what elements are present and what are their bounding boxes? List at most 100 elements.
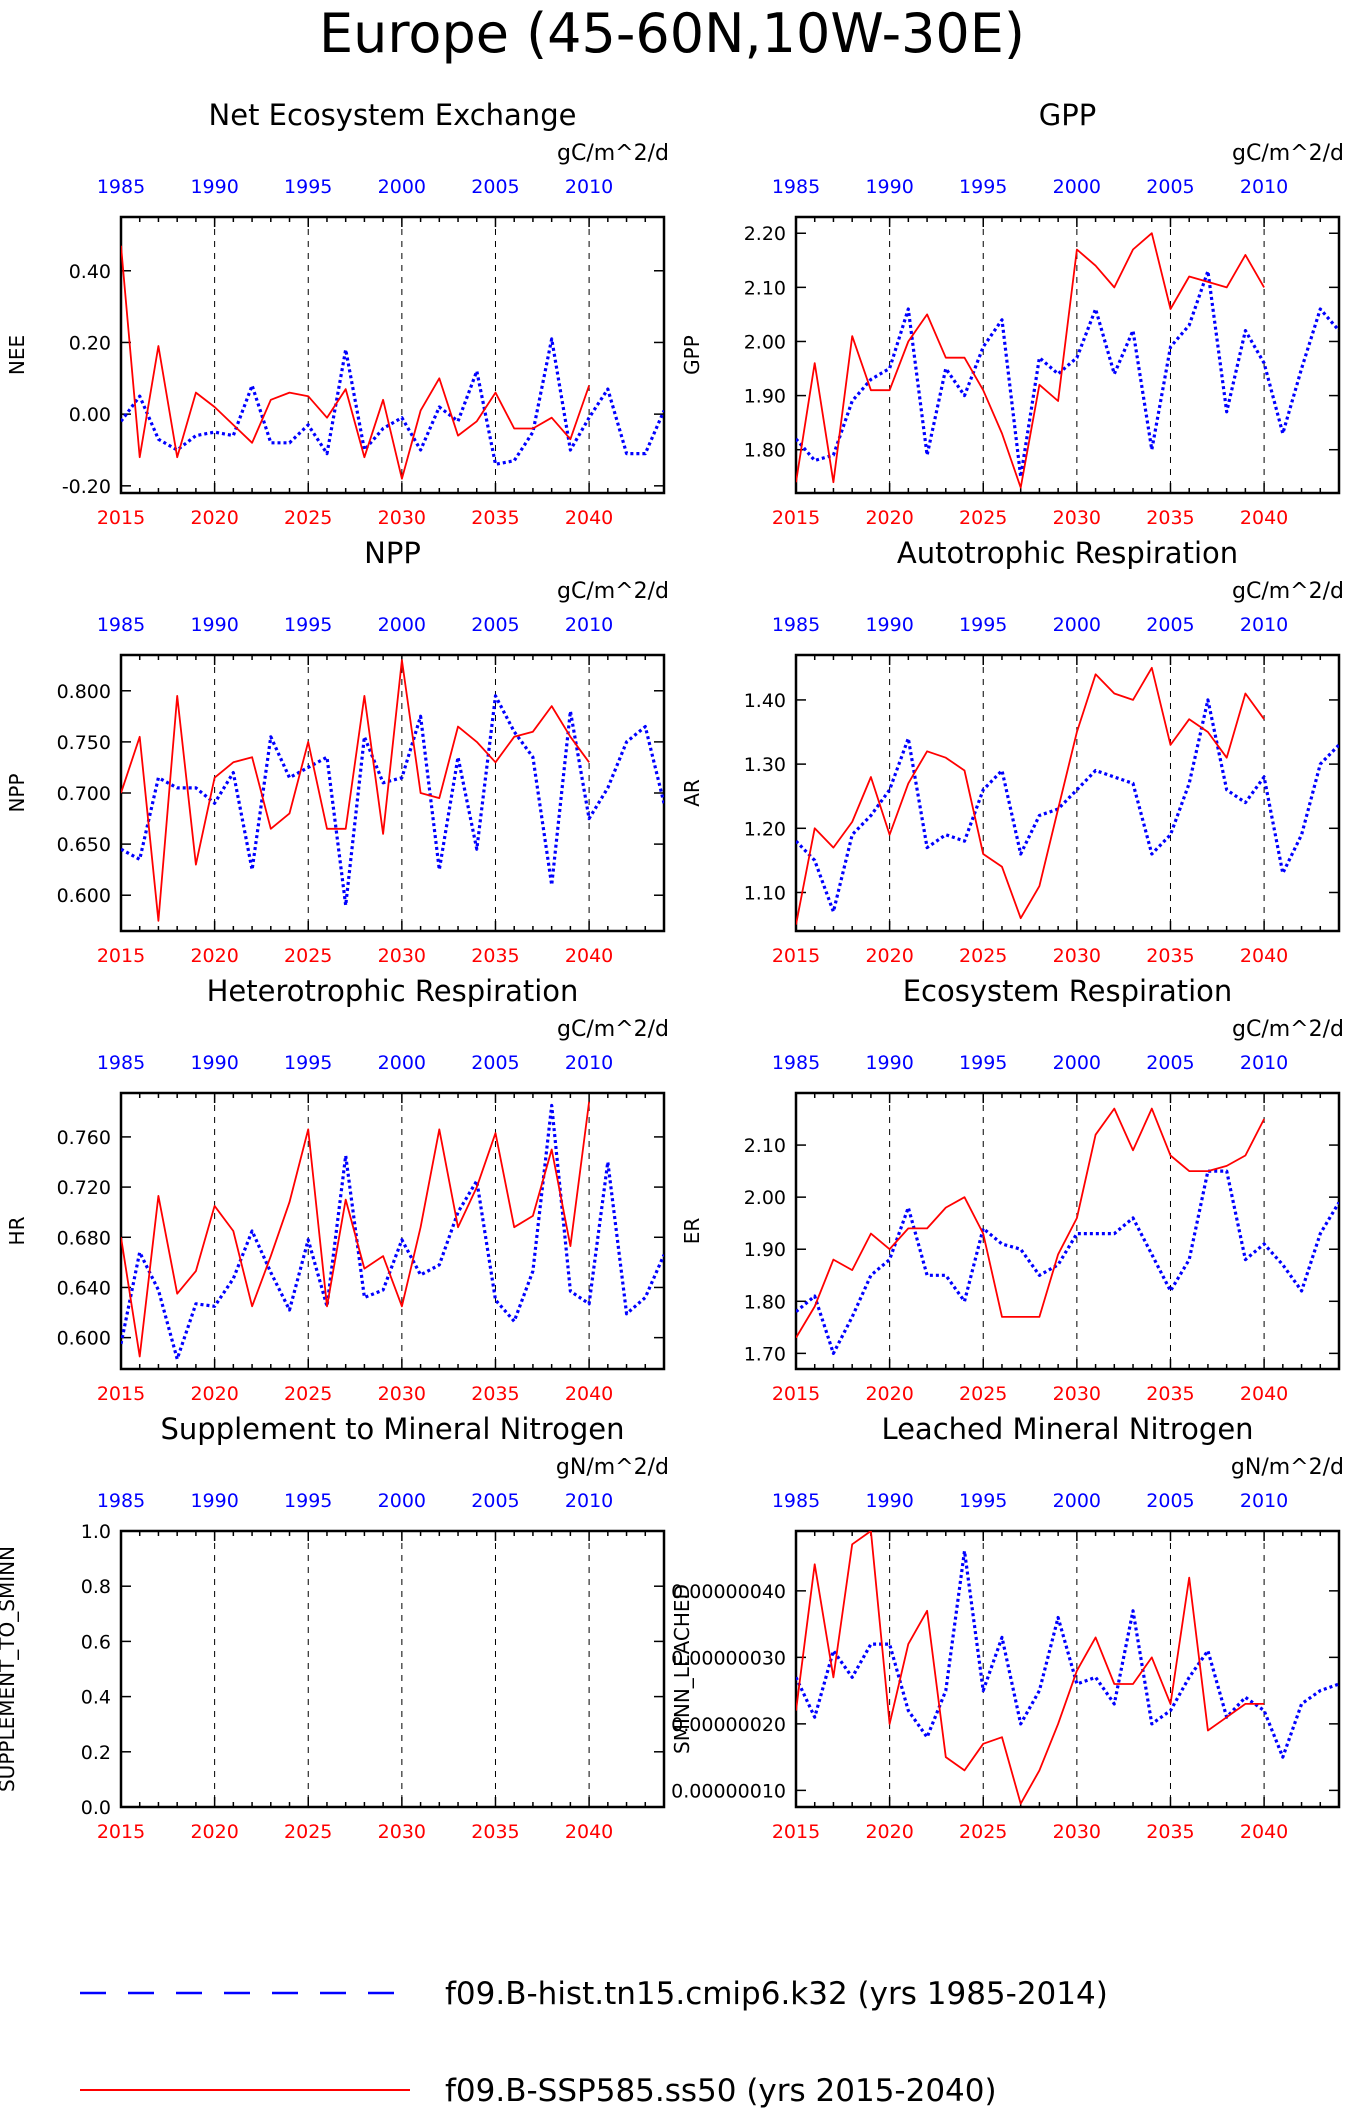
y-tick-label: 0.0: [81, 1797, 111, 1819]
series-hist-line: [121, 694, 664, 908]
x-tick-label-bottom: 2040: [565, 1383, 613, 1405]
y-tick-label: 0.650: [57, 834, 111, 856]
x-tick-label-bottom: 2015: [772, 1383, 820, 1405]
legend-hist-label: f09.B-hist.tn15.cmip6.k32 (yrs 1985-2014…: [445, 1976, 1108, 2012]
panel-title: GPP: [1039, 98, 1096, 132]
x-tick-label-bottom: 2025: [959, 1383, 1007, 1405]
y-tick-label: 0.700: [57, 783, 111, 805]
series-hist-line: [796, 698, 1339, 914]
series-ssp-line: [796, 232, 1265, 489]
x-tick-label-top: 1990: [190, 176, 238, 198]
x-tick-label-bottom: 2040: [565, 945, 613, 967]
x-tick-label-top: 1985: [772, 1052, 820, 1074]
y-tick-label: 1.40: [744, 690, 786, 712]
y-tick-label: 1.90: [744, 1239, 786, 1261]
x-tick-label-top: 1985: [97, 614, 145, 636]
y-axis-label: ER: [680, 1218, 704, 1245]
plot-frame: [119, 1529, 666, 1809]
y-axis-label: GPP: [680, 335, 704, 375]
units-label: gN/m^2/d: [556, 1455, 669, 1480]
plot-frame: [119, 1091, 666, 1371]
x-tick-label-top: 2010: [565, 176, 613, 198]
x-tick-label-top: 1985: [97, 1490, 145, 1512]
x-tick-label-top: 2010: [1240, 176, 1288, 198]
y-tick-label: 2.00: [744, 331, 786, 353]
y-axis-label: SUPPLEMENT_TO_SMINN: [0, 1546, 19, 1792]
x-tick-label-top: 2005: [471, 176, 519, 198]
x-tick-label-top: 1990: [865, 614, 913, 636]
x-tick-label-bottom: 2025: [284, 1383, 332, 1405]
series-ssp-line: [121, 1101, 590, 1358]
plot-frame: [794, 1529, 1341, 1809]
units-label: gC/m^2/d: [1232, 1017, 1344, 1042]
x-tick-label-bottom: 2020: [190, 1383, 238, 1405]
y-tick-label: 1.90: [744, 386, 786, 408]
y-tick-label: 0.40: [69, 261, 111, 283]
x-tick-label-top: 1985: [97, 176, 145, 198]
y-tick-label: 1.80: [744, 1291, 786, 1313]
y-tick-label: 1.70: [744, 1343, 786, 1365]
y-tick-label: 0.00000010: [671, 1780, 786, 1802]
y-tick-label: 0.2: [81, 1742, 111, 1764]
x-tick-label-top: 1990: [865, 1490, 913, 1512]
x-tick-label-bottom: 2035: [471, 1383, 519, 1405]
y-tick-label: 0.600: [57, 1328, 111, 1350]
x-tick-label-bottom: 2030: [1053, 1821, 1101, 1843]
x-tick-label-top: 2000: [1053, 614, 1101, 636]
x-tick-label-bottom: 2015: [772, 1821, 820, 1843]
y-tick-label: 0.680: [57, 1227, 111, 1249]
x-tick-label-bottom: 2035: [1146, 945, 1194, 967]
x-tick-label-bottom: 2035: [471, 1821, 519, 1843]
plot-frame: [794, 653, 1341, 933]
series-hist-line: [796, 269, 1339, 479]
x-tick-label-bottom: 2035: [1146, 1383, 1194, 1405]
x-tick-label-bottom: 2015: [772, 945, 820, 967]
series-ssp-line: [121, 659, 590, 922]
x-tick-label-top: 1995: [959, 176, 1007, 198]
x-tick-label-bottom: 2040: [565, 1821, 613, 1843]
panel-npp: NPP gC/m^2/d 2015 2020 2025 2030 2035 2040 1985 1…: [5, 536, 669, 967]
x-tick-label-top: 2000: [378, 1052, 426, 1074]
panel-er: Ecosystem Respiration gC/m^2/d 2015 2020 202…: [680, 974, 1344, 1405]
x-tick-label-bottom: 2030: [378, 1821, 426, 1843]
plot-frame: [119, 653, 666, 933]
x-tick-label-top: 2010: [1240, 1052, 1288, 1074]
y-tick-label: 0.00000020: [671, 1714, 786, 1736]
x-tick-label-top: 2010: [565, 1490, 613, 1512]
x-tick-label-bottom: 2020: [190, 507, 238, 529]
plot-frame: [794, 1091, 1341, 1371]
y-tick-label: 0.8: [81, 1576, 111, 1598]
y-tick-label: 0.800: [57, 681, 111, 703]
x-tick-label-bottom: 2020: [865, 1383, 913, 1405]
x-tick-label-top: 1990: [190, 1052, 238, 1074]
legend: f09.B-hist.tn15.cmip6.k32 (yrs 1985-2014…: [80, 1976, 1108, 2109]
x-tick-label-top: 1985: [97, 1052, 145, 1074]
x-tick-label-top: 1990: [190, 1490, 238, 1512]
x-tick-label-bottom: 2020: [865, 1821, 913, 1843]
x-tick-label-bottom: 2035: [471, 507, 519, 529]
series-hist-line: [121, 337, 664, 466]
plot-frame: [119, 215, 666, 495]
x-tick-label-top: 2000: [378, 176, 426, 198]
units-label: gC/m^2/d: [557, 141, 669, 166]
x-tick-label-top: 2000: [1053, 1490, 1101, 1512]
units-label: gC/m^2/d: [557, 1017, 669, 1042]
x-tick-label-top: 2005: [1146, 1052, 1194, 1074]
x-tick-label-top: 2005: [1146, 1490, 1194, 1512]
x-tick-label-top: 2005: [471, 614, 519, 636]
y-tick-label: 1.0: [81, 1521, 111, 1543]
x-tick-label-bottom: 2035: [1146, 507, 1194, 529]
panel-nee: Net Ecosystem Exchange gC/m^2/d 2015 2020 20…: [5, 98, 669, 529]
y-axis-label: AR: [680, 779, 704, 807]
units-label: gC/m^2/d: [1232, 579, 1344, 604]
y-tick-label: 0.4: [81, 1687, 111, 1709]
figure-title: Europe (45-60N,10W-30E): [319, 2, 1025, 65]
x-tick-label-top: 2000: [378, 614, 426, 636]
x-tick-label-top: 2005: [471, 1052, 519, 1074]
y-tick-label: 2.10: [744, 1135, 786, 1157]
x-tick-label-bottom: 2040: [1240, 1821, 1288, 1843]
x-tick-label-top: 2005: [1146, 176, 1194, 198]
y-tick-label: 0.00: [69, 404, 111, 426]
y-tick-label: 0.720: [57, 1177, 111, 1199]
series-hist-line: [796, 1169, 1339, 1356]
